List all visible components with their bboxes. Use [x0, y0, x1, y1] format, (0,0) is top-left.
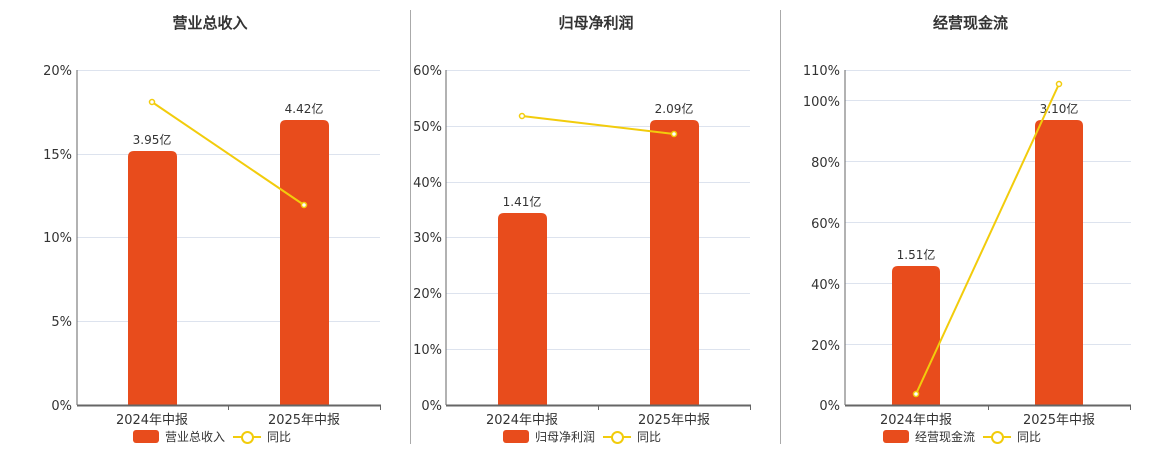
bar-2025 [650, 120, 699, 405]
svg-text:2024年中报: 2024年中报 [116, 413, 188, 428]
svg-text:4.42亿: 4.42亿 [285, 101, 324, 116]
yoy-line [148, 98, 308, 209]
panel-divider [410, 10, 411, 444]
bar-2024 [892, 266, 940, 405]
chart-plot: 110% 100% 80% 60% 40% 20% 0% 1.51亿 3.10亿… [803, 64, 1131, 428]
svg-text:3.95亿: 3.95亿 [133, 132, 172, 147]
svg-text:40%: 40% [413, 176, 442, 191]
svg-text:0%: 0% [421, 399, 442, 414]
chart-title: 营业总收入 [172, 14, 248, 32]
svg-text:5%: 5% [51, 315, 72, 330]
svg-text:2024年中报: 2024年中报 [486, 413, 558, 428]
svg-text:15%: 15% [43, 148, 72, 163]
legend-bar-swatch [503, 430, 529, 443]
y-axis-ticks: 20% 15% 10% 5% 0% [43, 64, 72, 414]
svg-text:2025年中报: 2025年中报 [638, 413, 710, 428]
chart-panel-net-profit: 归母净利润 60% 50% 40% 30% 20% 10% 0% 1.41亿 2… [411, 0, 781, 450]
chart-plot: 20% 15% 10% 5% 0% 3.95亿 4.42亿 2024年中报 20… [43, 64, 381, 428]
chart-title: 归母净利润 [558, 14, 634, 32]
svg-text:20%: 20% [43, 64, 72, 79]
x-axis-labels: 2024年中报 2025年中报 [880, 413, 1095, 428]
y-axis-ticks: 110% 100% 80% 60% 40% 20% 0% [803, 64, 840, 414]
chart-title: 经营现金流 [932, 14, 1008, 32]
svg-text:1.51亿: 1.51亿 [897, 247, 936, 262]
chart-legend[interactable]: 经营现金流 同比 [883, 428, 1041, 445]
grid-lines [77, 70, 380, 322]
x-axis-labels: 2024年中报 2025年中报 [486, 413, 710, 428]
x-axis-labels: 2024年中报 2025年中报 [116, 413, 340, 428]
legend-line-icon [233, 430, 262, 444]
legend-bar-swatch [133, 430, 159, 443]
svg-text:1.41亿: 1.41亿 [503, 194, 542, 209]
svg-text:20%: 20% [811, 339, 840, 354]
svg-text:100%: 100% [803, 95, 840, 110]
legend-bar-label[interactable]: 归母净利润 [535, 430, 596, 444]
svg-text:0%: 0% [51, 399, 72, 414]
bars [498, 120, 699, 405]
svg-text:0%: 0% [819, 399, 840, 414]
chart-panel-revenue: 营业总收入 20% 15% 10% 5% 0% 3.95亿 4.42亿 [0, 0, 410, 450]
y-axis-ticks: 60% 50% 40% 30% 20% 10% 0% [413, 64, 442, 414]
bar-2024 [128, 151, 177, 405]
chart-legend[interactable]: 营业总收入 同比 [133, 428, 291, 445]
svg-text:80%: 80% [811, 156, 840, 171]
chart-plot: 60% 50% 40% 30% 20% 10% 0% 1.41亿 2.09亿 2… [413, 64, 751, 428]
panel-divider [780, 10, 781, 444]
svg-text:10%: 10% [413, 343, 442, 358]
bar-labels: 3.95亿 4.42亿 [133, 101, 324, 147]
svg-text:2025年中报: 2025年中报 [268, 413, 340, 428]
svg-text:10%: 10% [43, 231, 72, 246]
yoy-line [912, 80, 1063, 398]
svg-text:60%: 60% [811, 217, 840, 232]
svg-text:2025年中报: 2025年中报 [1023, 413, 1095, 428]
bars [128, 120, 329, 405]
legend-line-label[interactable]: 同比 [267, 430, 292, 444]
legend-bar-label[interactable]: 经营现金流 [915, 430, 976, 444]
svg-text:2024年中报: 2024年中报 [880, 413, 952, 428]
svg-text:110%: 110% [803, 64, 840, 79]
bar-2024 [498, 213, 547, 405]
legend-line-icon [983, 430, 1012, 444]
yoy-line [518, 112, 678, 138]
bars [892, 120, 1083, 405]
grid-lines [446, 70, 750, 350]
bar-2025 [1035, 120, 1083, 405]
legend-line-label[interactable]: 同比 [1017, 430, 1042, 444]
bar-2025 [280, 120, 329, 405]
bar-labels: 1.41亿 2.09亿 [503, 101, 694, 209]
chart-legend[interactable]: 归母净利润 同比 [503, 428, 661, 445]
svg-text:50%: 50% [413, 120, 442, 135]
legend-line-icon [603, 430, 632, 444]
svg-text:60%: 60% [413, 64, 442, 79]
grid-lines [845, 70, 1131, 345]
legend-bar-label[interactable]: 营业总收入 [165, 430, 226, 444]
svg-text:30%: 30% [413, 231, 442, 246]
legend-bar-swatch [883, 430, 909, 443]
chart-panel-operating-cash-flow: 经营现金流 110% 100% 80% 60% 40% 20% 0% 1.51亿… [781, 0, 1160, 450]
svg-text:2.09亿: 2.09亿 [655, 101, 694, 116]
svg-text:40%: 40% [811, 278, 840, 293]
legend-line-label[interactable]: 同比 [637, 430, 662, 444]
svg-text:20%: 20% [413, 287, 442, 302]
